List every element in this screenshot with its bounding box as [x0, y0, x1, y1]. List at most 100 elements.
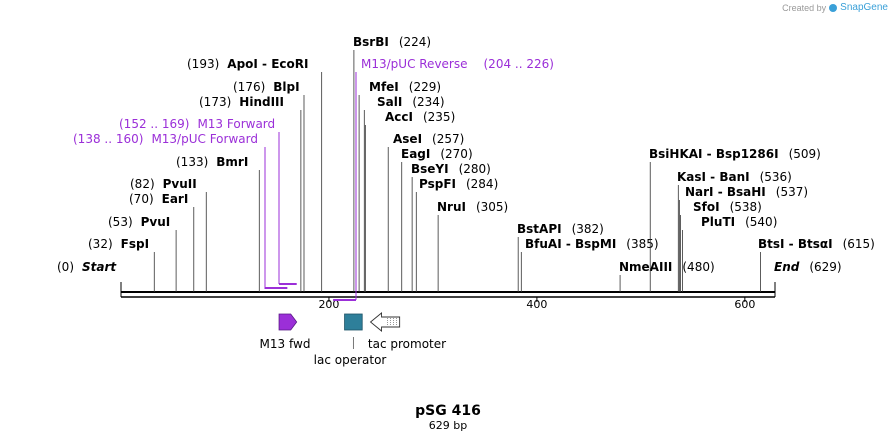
site-bsihkai[interactable]: BsiHKAI - Bsp1286I (509) — [649, 147, 821, 292]
watermark-brand: SnapGene — [840, 2, 888, 13]
site-label: NruI (305) — [437, 200, 508, 214]
site-nari[interactable]: NarI - BsaHI (537) — [678, 185, 808, 292]
site-label: EagI (270) — [401, 147, 473, 161]
site-apoi[interactable]: (193) ApoI - EcoRI — [187, 57, 323, 292]
site-end[interactable]: End (629) — [774, 260, 842, 274]
feature-label: tac promoter — [368, 337, 446, 351]
site-enzyme-name: BseYI — [411, 162, 449, 176]
site-pspfi[interactable]: PspFI (284) — [415, 177, 498, 292]
site-kasi[interactable]: KasI - BanI (536) — [677, 170, 792, 292]
site-bstapi[interactable]: BstAPI (382) — [517, 222, 604, 292]
site-position: (193) — [187, 57, 219, 71]
site-pvui[interactable]: (53) PvuI — [108, 215, 177, 292]
site-enzyme-name: BlpI — [273, 80, 299, 94]
site-label: NarI - BsaHI (537) — [685, 185, 808, 199]
site-position: (234) — [412, 95, 444, 109]
primer-m13-forward[interactable]: (152 .. 169) M13 Forward — [119, 117, 297, 285]
site-mfei[interactable]: MfeI (229) — [358, 80, 441, 292]
site-position: (53) — [108, 215, 133, 229]
plasmid-name: pSG 416 — [415, 403, 481, 419]
site-enzyme-name: NarI - BsaHI — [685, 185, 766, 199]
site-position: (224) — [399, 35, 431, 49]
site-position: (173) — [199, 95, 231, 109]
site-enzyme-name: EagI — [401, 147, 430, 161]
site-label: PspFI (284) — [419, 177, 498, 191]
site-acci[interactable]: AccI (235) — [364, 110, 455, 292]
site-position: (133) — [176, 155, 208, 169]
site-enzyme-name: AseI — [393, 132, 422, 146]
site-eari[interactable]: (70) EarI — [129, 192, 195, 292]
site-enzyme-name: PvuI — [141, 215, 171, 229]
feature-label: M13 fwd — [260, 337, 311, 351]
site-label: PluTI (540) — [701, 215, 777, 229]
site-asei[interactable]: AseI (257) — [387, 132, 464, 292]
snapgene-logo-icon — [829, 3, 838, 12]
site-eagi[interactable]: EagI (270) — [401, 147, 473, 292]
site-btsi[interactable]: BtsI - BtsαI (615) — [758, 237, 875, 292]
site-label: (82) PvuII — [130, 177, 197, 191]
feature-lac-operator[interactable]: lac operator — [314, 313, 387, 367]
site-enzyme-name: EarI — [162, 192, 189, 206]
primer-name: M13 Forward — [197, 117, 275, 131]
site-label: BstAPI (382) — [517, 222, 604, 236]
site-position: (229) — [409, 80, 441, 94]
site-enzyme-name: FspI — [121, 237, 149, 251]
site-label: (176) BlpI — [233, 80, 300, 94]
site-position: (540) — [745, 215, 777, 229]
site-enzyme-name: BsiHKAI - Bsp1286I — [649, 147, 779, 161]
site-bmri[interactable]: (133) BmrI — [176, 155, 260, 292]
site-nmeaiii[interactable]: NmeAIII (480) — [619, 260, 715, 292]
site-bsrbi[interactable]: BsrBI (224) — [353, 35, 431, 292]
primers: (138 .. 160) M13/pUC Forward(152 .. 169) M… — [73, 57, 554, 301]
site-position: (536) — [760, 170, 792, 184]
site-position: (615) — [843, 237, 875, 251]
site-sali[interactable]: SalI (234) — [363, 95, 445, 292]
site-sfoi[interactable]: SfoI (538) — [679, 200, 762, 292]
tick-label-400: 400 — [526, 298, 547, 311]
snapgene-watermark: Created by SnapGene — [782, 2, 888, 13]
primer-m13-puc-forward[interactable]: (138 .. 160) M13/pUC Forward — [73, 132, 288, 289]
primer-label: (138 .. 160) M13/pUC Forward — [73, 132, 258, 146]
site-position: (382) — [572, 222, 604, 236]
feature-label: lac operator — [314, 353, 387, 367]
site-label: (53) PvuI — [108, 215, 170, 229]
site-label: BseYI (280) — [411, 162, 491, 176]
site-enzyme-name: PvuII — [163, 177, 197, 191]
site-label: SfoI (538) — [693, 200, 762, 214]
site-start[interactable]: (0) Start — [57, 260, 117, 274]
site-pvuii[interactable]: (82) PvuII — [130, 177, 207, 292]
site-blpi[interactable]: (176) BlpI — [233, 80, 305, 292]
site-prui[interactable]: NruI (305) — [437, 200, 508, 292]
site-fspi[interactable]: (32) FspI — [88, 237, 155, 292]
primer-m13-puc-reverse[interactable]: M13/pUC Reverse (204 .. 226) — [333, 57, 554, 301]
site-enzyme-name: HindIII — [239, 95, 284, 109]
ruler-ticks: 200 400 600 — [318, 297, 755, 311]
tick-label-600: 600 — [734, 298, 755, 311]
site-enzyme-name: PluTI — [701, 215, 735, 229]
site-enzyme-name: NruI — [437, 200, 466, 214]
site-position: (0) — [57, 260, 74, 274]
site-position: (537) — [776, 185, 808, 199]
primer-range: (138 .. 160) — [73, 132, 143, 146]
feature-tac-promoter[interactable]: tac promoter — [368, 312, 446, 351]
site-enzyme-name: BmrI — [216, 155, 248, 169]
site-enzyme-name: ApoI - EcoRI — [227, 57, 308, 71]
primer-range: (204 .. 226) — [484, 57, 554, 71]
primer-name: M13/pUC Reverse — [361, 57, 468, 71]
site-enzyme-name: End — [774, 260, 800, 274]
site-hindiii[interactable]: (173) HindIII — [199, 95, 302, 292]
feature-arrow-right-icon — [278, 313, 298, 331]
site-bseyi[interactable]: BseYI (280) — [411, 162, 491, 292]
site-label: (193) ApoI - EcoRI — [187, 57, 308, 71]
site-label: NmeAIII (480) — [619, 260, 715, 274]
feature-m13-fwd[interactable]: M13 fwd — [260, 313, 311, 351]
site-label: (133) BmrI — [176, 155, 248, 169]
site-enzyme-name: BsrBI — [353, 35, 389, 49]
site-enzyme-name: Start — [82, 260, 117, 274]
feature-box-icon — [344, 313, 363, 331]
site-position: (270) — [440, 147, 472, 161]
site-pluti[interactable]: PluTI (540) — [682, 215, 777, 292]
site-enzyme-name: KasI - BanI — [677, 170, 750, 184]
